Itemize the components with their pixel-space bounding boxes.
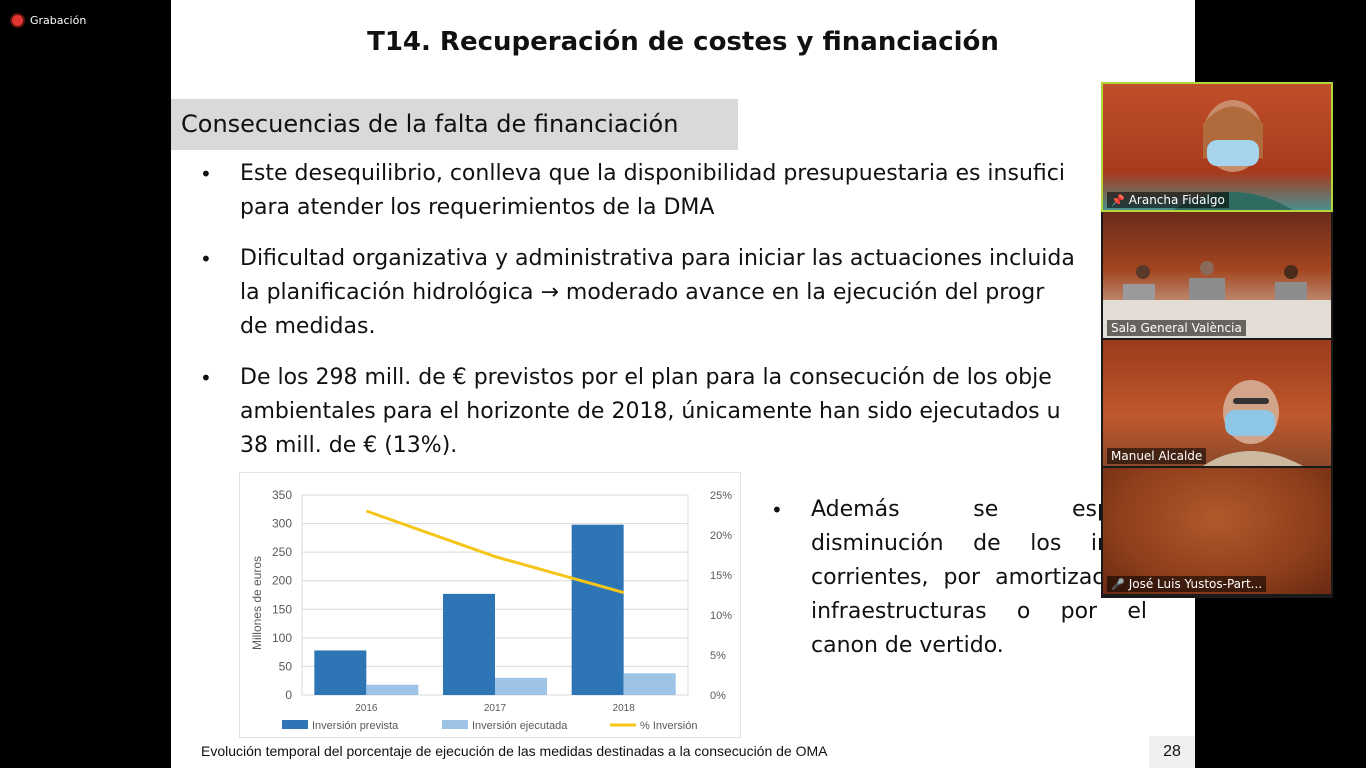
page-number: 28 [1149, 736, 1195, 768]
bullet-dot-icon: • [200, 366, 212, 390]
investment-chart: 0 50 100 150 200 250 300 350 0% 5% 10% 15% 20% 25% 201… [239, 472, 741, 738]
series-line [365, 509, 625, 595]
participant-tile[interactable]: 🎤 José Luis Yustos-Part... [1103, 468, 1331, 594]
legend-label: Inversión prevista [312, 720, 399, 732]
y2-tick-label: 20% [710, 530, 732, 542]
mic-off-icon: 🎤 [1111, 577, 1125, 591]
bar [366, 684, 419, 695]
y2-tick-label: 25% [710, 490, 732, 502]
participant-video [1203, 380, 1303, 466]
x-tick-label: 2016 [355, 703, 378, 714]
bar [314, 650, 367, 695]
participant-name: 📌 Arancha Fidalgo [1107, 192, 1229, 208]
recording-indicator: Grabación [12, 11, 86, 29]
bullet-line: la planificación hidrológica → moderado … [240, 280, 1045, 305]
participant-tile[interactable]: Manuel Alcalde [1103, 340, 1331, 466]
bar [443, 593, 495, 695]
legend-swatch [282, 720, 308, 729]
participant-tile[interactable]: 📌 Arancha Fidalgo [1101, 82, 1333, 212]
y-tick-label: 300 [272, 517, 292, 531]
bullet-dot-icon: • [200, 247, 212, 271]
participant-name: Sala General València [1107, 320, 1246, 336]
legend-label: Inversión ejecutada [472, 720, 568, 732]
bar [571, 524, 624, 695]
bullet-dot-icon: • [200, 162, 212, 186]
y2-tick-label: 5% [710, 650, 726, 662]
participant-tile[interactable]: Sala General València [1103, 212, 1331, 338]
pin-icon: 📌 [1111, 193, 1125, 207]
bullet-line: Dificultad organizativa y administrativa… [240, 246, 1075, 271]
y2-tick-label: 10% [710, 610, 732, 622]
bullet-line: para atender los requerimientos de la DM… [240, 195, 715, 220]
y-tick-label: 0 [285, 688, 292, 702]
participant-name: 🎤 José Luis Yustos-Part... [1107, 576, 1267, 592]
x-tick-label: 2017 [484, 703, 507, 714]
participants-panel: 📌 Arancha Fidalgo Sala General València … [1101, 82, 1333, 598]
chart-caption: Evolución temporal del porcentaje de eje… [201, 743, 828, 759]
y2-tick-label: 15% [710, 570, 732, 582]
y2-tick-label: 0% [710, 690, 726, 702]
bullet-dot-icon: • [771, 498, 783, 522]
y-tick-label: 50 [279, 659, 293, 673]
presentation-slide: T14. Recuperación de costes y financiaci… [171, 0, 1195, 768]
bullet-line: Este desequilibrio, conlleva que la disp… [240, 161, 1065, 186]
bullet-line: de medidas. [240, 314, 376, 339]
y-tick-label: 100 [272, 631, 292, 645]
legend-swatch [442, 720, 468, 729]
y-tick-label: 350 [272, 488, 292, 502]
bar [495, 677, 547, 695]
bullet-right-text: Además se espera disminución de los ingr… [811, 497, 1147, 658]
recording-label: Grabación [30, 13, 87, 27]
y-tick-label: 200 [272, 574, 292, 588]
bullet-line: De los 298 mill. de € previstos por el p… [240, 365, 1052, 390]
participant-name: Manuel Alcalde [1107, 448, 1207, 464]
bar [623, 673, 676, 695]
slide-title: T14. Recuperación de costes y financiaci… [367, 27, 999, 57]
participant-video [1173, 100, 1293, 210]
y-tick-label: 250 [272, 545, 292, 559]
record-icon [12, 14, 23, 26]
legend-label: % Inversión [640, 720, 697, 732]
y-tick-label: 150 [272, 602, 292, 616]
chart-canvas: 0 50 100 150 200 250 300 350 0% 5% 10% 15% 20% 25% 201… [250, 488, 732, 732]
x-tick-label: 2018 [613, 703, 636, 714]
section-heading: Consecuencias de la falta de financiació… [171, 99, 738, 150]
bullet-line: ambientales para el horizonte de 2018, ú… [240, 399, 1061, 424]
y-axis-label: Millones de euros [250, 556, 264, 650]
bullet-line: 38 mill. de € (13%). [240, 433, 458, 458]
